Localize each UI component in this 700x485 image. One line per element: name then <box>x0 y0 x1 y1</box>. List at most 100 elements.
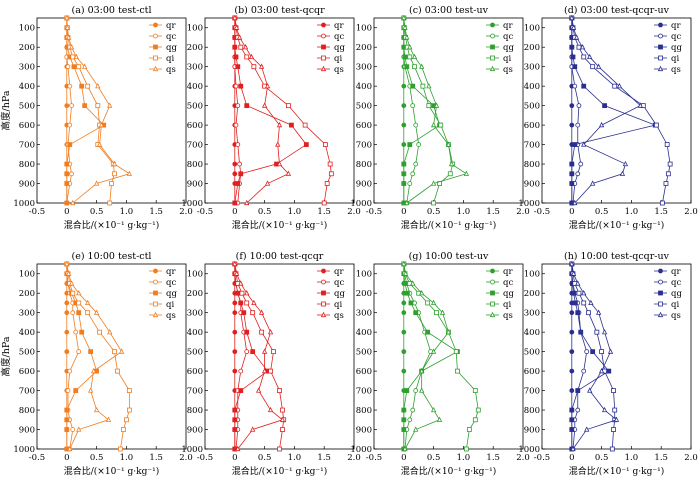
data-point-qi <box>663 181 669 186</box>
y-tick-label: 800 <box>187 160 203 170</box>
x-tick-label: 2.0 <box>684 453 698 463</box>
y-tick-label: 200 <box>187 43 203 53</box>
x-tick-label: 0.5 <box>595 453 609 463</box>
data-point-qs <box>401 14 407 21</box>
legend-label: qc <box>334 32 344 42</box>
y-tick-label: 400 <box>187 82 203 92</box>
data-point-qs <box>595 63 602 69</box>
legend-label: qg <box>166 43 177 53</box>
chart-panel: (a) 03:00 test-ctl 100 200 300 400 500 600 700 8… <box>0 5 193 231</box>
data-point-qs <box>598 121 605 128</box>
x-tick-label: 1.5 <box>317 453 331 463</box>
data-point-qs <box>584 426 590 432</box>
data-point-qs <box>595 309 602 315</box>
data-point-qc <box>575 122 581 128</box>
legend-label: qs <box>503 65 513 75</box>
data-point-qg <box>238 83 244 89</box>
data-point-qs <box>430 348 437 354</box>
data-point-qi <box>667 161 673 167</box>
x-axis-label: 混合比/(×10⁻¹ g·kg⁻¹) <box>64 465 159 477</box>
data-point-qc <box>69 103 74 109</box>
data-point-qr <box>401 349 407 355</box>
legend-label: qc <box>671 32 681 42</box>
plot-frame <box>36 263 187 450</box>
x-tick-label: 1.5 <box>149 453 163 463</box>
x-tick-label: 0.5 <box>595 207 609 217</box>
x-tick-label: 2.0 <box>347 207 361 217</box>
data-point-qr <box>569 310 575 316</box>
legend-marker-qr <box>658 22 663 28</box>
x-tick-label: -0.5 <box>366 453 382 463</box>
data-point-qi <box>327 161 333 167</box>
data-point-qi <box>118 446 123 452</box>
data-point-qi <box>109 181 114 186</box>
data-point-qg <box>232 427 238 432</box>
y-tick-label: 500 <box>356 102 372 112</box>
legend-label: qc <box>671 278 681 288</box>
data-point-qs <box>404 34 410 40</box>
y-tick-label: 200 <box>187 289 203 299</box>
legend-marker-qi <box>490 55 495 61</box>
data-point-qg <box>569 427 575 432</box>
data-point-qg <box>569 161 575 167</box>
y-tick-label: 500 <box>524 102 540 112</box>
data-point-qi <box>426 103 432 109</box>
x-tick-label: -0.5 <box>366 207 382 217</box>
data-point-qg <box>602 103 607 109</box>
data-point-qr <box>232 349 238 355</box>
legend-label: qg <box>503 289 514 299</box>
data-point-qs <box>98 121 105 128</box>
legend-marker-qr <box>153 22 158 28</box>
data-point-qc <box>238 368 244 374</box>
data-point-qg <box>569 181 575 186</box>
data-point-qi <box>277 388 282 393</box>
data-point-qg <box>569 407 575 413</box>
data-point-qs <box>410 280 416 286</box>
data-point-qs <box>569 260 575 267</box>
data-point-qi <box>277 446 282 452</box>
legend-marker-qr <box>490 22 495 28</box>
data-point-qg <box>571 290 576 296</box>
legend-label: qi <box>503 54 511 64</box>
data-point-qc <box>575 407 581 413</box>
legend-label: qc <box>503 278 513 288</box>
x-axis-label: 混合比/(×10⁻¹ g·kg⁻¹) <box>232 219 327 231</box>
plot-frame <box>373 17 524 204</box>
data-point-qr <box>64 103 70 109</box>
x-tick-label: -0.5 <box>29 207 45 217</box>
y-tick-label: 500 <box>187 348 203 358</box>
legend-marker-qc <box>321 33 326 39</box>
x-tick-label: 2.0 <box>179 207 193 217</box>
data-point-qs <box>126 170 133 176</box>
y-tick-label: 600 <box>187 367 203 377</box>
data-point-qc <box>65 388 71 393</box>
data-point-qi <box>107 200 113 206</box>
data-point-qg <box>233 54 239 60</box>
x-tick-label: 1.0 <box>288 207 302 217</box>
legend-marker-qc <box>153 279 158 285</box>
panel-title: (b) 03:00 test-qcqr <box>234 5 325 16</box>
data-point-qc <box>235 103 241 109</box>
data-point-qi <box>581 54 587 60</box>
data-point-qs <box>96 141 103 147</box>
data-point-qs <box>581 290 587 296</box>
data-point-qr <box>232 161 238 167</box>
y-tick-label: 100 <box>356 270 372 280</box>
legend-marker-qr <box>321 268 326 274</box>
data-point-qs <box>598 367 605 374</box>
data-point-qi <box>85 83 91 89</box>
data-point-qs <box>258 309 265 315</box>
data-point-qs <box>118 348 125 354</box>
data-point-qg <box>79 329 85 335</box>
x-tick-label: -0.5 <box>534 453 550 463</box>
data-point-qi <box>594 329 600 335</box>
x-tick-label: 1.0 <box>457 453 471 463</box>
y-tick-label: 800 <box>356 160 372 170</box>
data-point-qs <box>575 280 581 286</box>
data-point-qs <box>90 367 97 374</box>
data-point-qr <box>569 388 575 393</box>
data-point-qi <box>664 142 670 147</box>
legend-label: qi <box>671 54 679 64</box>
data-point-qs <box>248 53 255 60</box>
y-tick-label: 800 <box>524 406 540 416</box>
